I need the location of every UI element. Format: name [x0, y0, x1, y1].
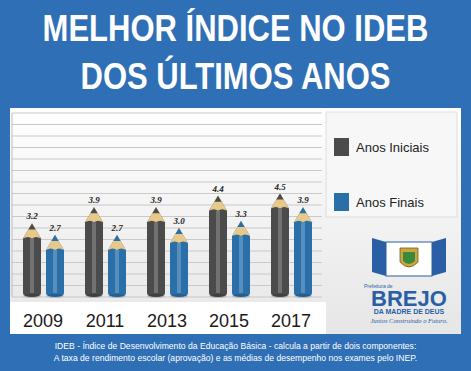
pencil-lead: [90, 207, 97, 213]
pencil-wood: [23, 223, 41, 238]
pencil-lead: [214, 196, 221, 202]
pencil-base: [147, 294, 165, 298]
logo-shield-inner: [403, 252, 415, 264]
x-tick-label: 2013: [147, 311, 187, 331]
caption: A taxa de rendimento escolar (aprovação)…: [54, 353, 417, 363]
pencil-facet: [278, 209, 282, 294]
legend-label: Anos Iniciais: [356, 140, 429, 155]
pencil-wood: [271, 194, 289, 209]
data-label: 3.9: [87, 195, 100, 205]
pencil-lead: [28, 223, 35, 229]
pencil-wood: [85, 207, 103, 222]
x-tick-label: 2009: [23, 311, 63, 331]
pencil-bar: [294, 207, 312, 297]
data-label: 4.4: [211, 184, 224, 194]
legend-swatch: [334, 193, 349, 211]
pencil-base: [271, 294, 289, 298]
panel: [10, 108, 461, 334]
bars: [23, 194, 312, 299]
pencil-lead: [175, 228, 182, 234]
pencil-base: [232, 294, 250, 298]
pencil-bar: [271, 194, 289, 298]
chart: 2009 2011 2013 2015 2017 3.2 3.9 3.9 4.4 4.5 2.7 2.…: [0, 0, 471, 371]
pencil-wood: [147, 207, 165, 222]
pencil-lead: [51, 235, 58, 241]
pencil-base: [108, 294, 126, 298]
pencil-base: [85, 294, 103, 298]
logo-flag: [372, 238, 386, 276]
data-label: 3.9: [296, 195, 309, 205]
pencil-wood: [294, 207, 312, 222]
grid-line: [12, 170, 322, 171]
x-tick-label: 2017: [271, 311, 311, 331]
pencil-lead: [237, 221, 244, 227]
data-label: 3.9: [149, 195, 162, 205]
pencil-base: [170, 294, 188, 298]
grid-line: [12, 193, 322, 194]
year-strip: [10, 302, 326, 334]
grid-line: [12, 159, 322, 160]
pencil-facet: [92, 222, 96, 293]
pencil-facet: [301, 222, 305, 293]
pencil-bar: [23, 223, 41, 297]
legend-swatch: [334, 138, 349, 156]
pencil-bar: [46, 235, 64, 297]
data-labels: 3.2 3.9 3.9 4.4 4.5 2.7 2.7 3.0 3.3 3.9: [25, 182, 309, 233]
pencil-bar: [108, 235, 126, 297]
pencil-facet: [115, 250, 119, 293]
data-label: 3.0: [172, 216, 185, 226]
pencil-wood: [209, 196, 227, 211]
grid-line: [12, 113, 322, 114]
pencil-lead: [113, 235, 120, 241]
x-tick-label: 2015: [209, 311, 249, 331]
legend-panel: [326, 112, 457, 217]
pencil-facet: [216, 211, 220, 293]
pencil-base: [46, 294, 64, 298]
logo-shield: [400, 248, 418, 267]
grid-line: [12, 147, 322, 148]
pencil-facet: [177, 243, 181, 293]
pencil-bar: [170, 228, 188, 297]
data-label: 4.5: [273, 182, 286, 192]
pencil-lead: [276, 194, 283, 200]
pencil-base: [23, 294, 41, 298]
pencil-facet: [239, 236, 243, 293]
pencil-base: [209, 294, 227, 298]
logo-flag: [432, 238, 446, 276]
pencil-lead: [299, 207, 306, 213]
data-label: 2.7: [110, 223, 123, 233]
grid-line: [12, 124, 322, 125]
pencil-bar: [147, 207, 165, 297]
pencil-facet: [53, 250, 57, 293]
pencil-facet: [30, 238, 34, 293]
pencil-wood: [108, 235, 126, 250]
legend-label: Anos Finais: [356, 195, 424, 210]
logo-text: DA MADRE DE DEUS: [374, 308, 445, 315]
pencil-bar: [209, 196, 227, 297]
logo-text: Juntos Construindo o Futuro.: [370, 317, 447, 324]
pencil-bar: [85, 207, 103, 297]
pencil-wood: [46, 235, 64, 250]
pencil-facet: [154, 222, 158, 293]
logo: Prefeitura deBREJODA MADRE DE DEUSJuntos…: [364, 238, 448, 324]
data-label: 3.3: [234, 209, 247, 219]
y-axis-line: [12, 113, 13, 297]
data-label: 3.2: [25, 211, 38, 221]
pencil-wood: [232, 221, 250, 236]
pencil-base: [294, 294, 312, 298]
title: MELHOR ÍNDICE NO IDEB DOS ÚLTIMOS ANOS: [5, 4, 466, 102]
x-tick-label: 2011: [86, 311, 125, 331]
data-label: 2.7: [48, 223, 61, 233]
grid-line: [12, 136, 322, 137]
caption: IDEB - Índice de Desenvolvimento da Educ…: [55, 341, 417, 351]
pencil-lead: [152, 207, 159, 213]
logo-field: [386, 242, 432, 276]
pencil-wood: [170, 228, 188, 243]
pencil-bar: [232, 221, 250, 297]
